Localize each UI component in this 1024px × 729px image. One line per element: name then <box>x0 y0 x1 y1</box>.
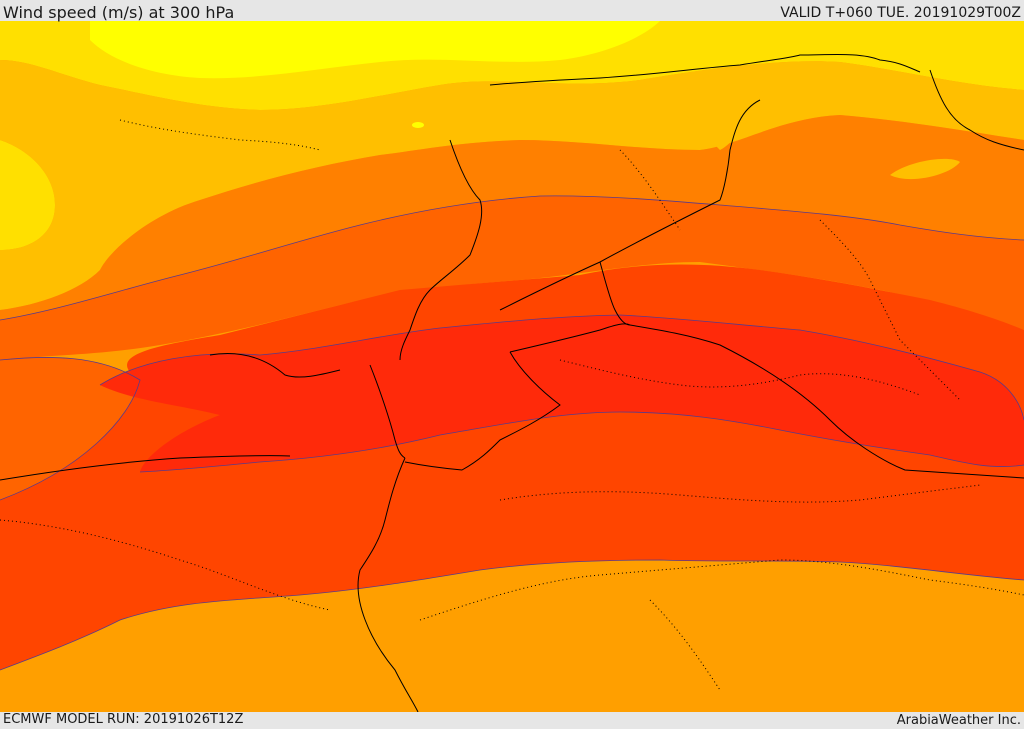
map-title: Wind speed (m/s) at 300 hPa <box>3 3 235 22</box>
band-region-4 <box>0 140 55 250</box>
band-region-14 <box>890 158 960 180</box>
contour-lines <box>0 195 1024 671</box>
footer-bar: ECMWF MODEL RUN: 20191026T12Z ArabiaWeat… <box>0 712 1024 729</box>
band-region-9 <box>0 357 140 500</box>
band-region-3 <box>90 21 660 79</box>
band-region-6 <box>0 60 1024 310</box>
band-region-13 <box>412 122 424 128</box>
band-region-11 <box>100 315 1024 472</box>
band-region-5 <box>900 21 1024 70</box>
valid-time: VALID T+060 TUE. 20191029T00Z <box>780 5 1021 21</box>
band-region-7 <box>0 115 1024 320</box>
model-run: ECMWF MODEL RUN: 20191026T12Z <box>3 712 244 727</box>
band-region-8 <box>0 195 1024 360</box>
credit-label: ArabiaWeather Inc. <box>896 713 1021 728</box>
band-region-15 <box>680 68 770 150</box>
band-region-12 <box>138 40 162 56</box>
country-borders <box>0 53 1024 712</box>
wind-speed-map <box>0 21 1024 712</box>
region-boundaries <box>0 119 1024 691</box>
header-bar: Wind speed (m/s) at 300 hPa VALID T+060 … <box>0 0 1024 22</box>
